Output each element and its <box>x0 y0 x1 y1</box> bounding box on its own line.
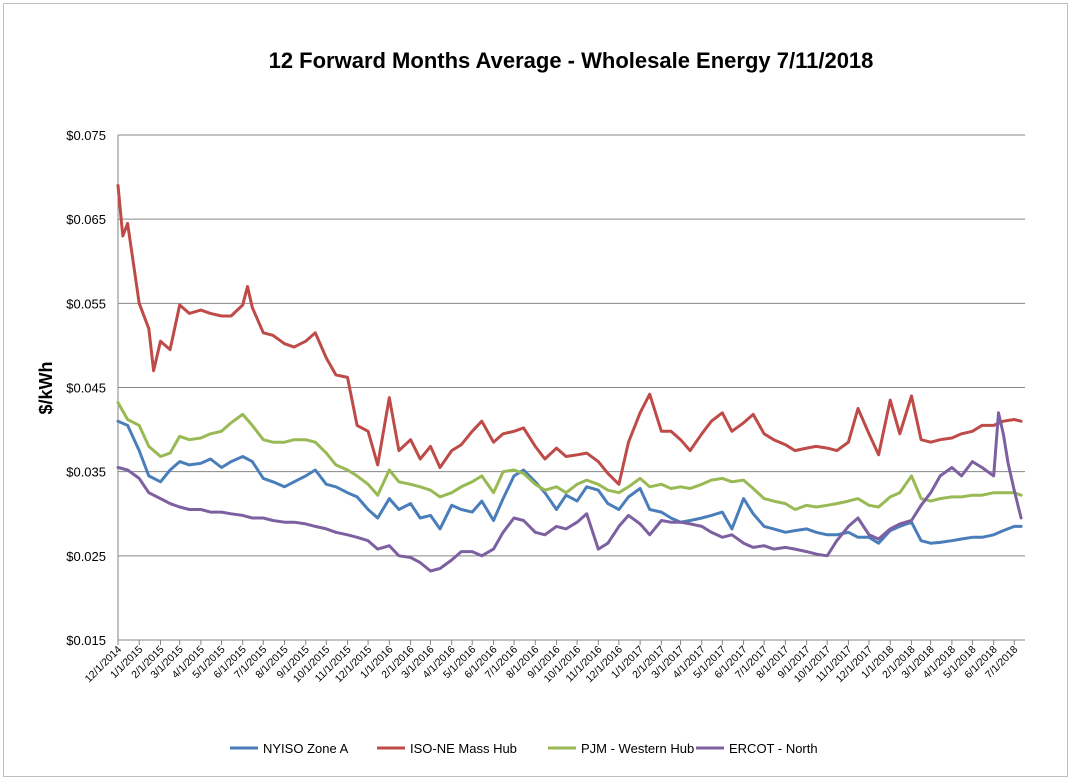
y-axis-ticks: $0.015 $0.025 $0.035 $0.045 $0.055 $0.065 $0.0… <box>66 128 106 648</box>
legend-label: ISO-NE Mass Hub <box>410 741 517 756</box>
y-tick-label: $0.075 <box>66 128 106 143</box>
chart-frame: 12 Forward Months Average - Wholesale En… <box>3 3 1068 777</box>
line-chart: 12 Forward Months Average - Wholesale En… <box>36 48 1025 756</box>
legend: NYISO Zone A ISO-NE Mass Hub PJM - Western… <box>230 741 818 756</box>
y-tick-label: $0.065 <box>66 212 106 227</box>
series-line-iso-ne-mass-hub <box>116 184 1023 486</box>
legend-label: ERCOT - North <box>729 741 818 756</box>
legend-label: NYISO Zone A <box>263 741 349 756</box>
series-line-pjm-western-hub <box>116 401 1023 511</box>
y-tick-label: $0.045 <box>66 381 106 396</box>
y-tick-label: $0.025 <box>66 549 106 564</box>
y-axis-label: $/kWh <box>36 361 56 414</box>
gridlines <box>117 134 1025 641</box>
y-tick-label: $0.015 <box>66 633 106 648</box>
chart-title: 12 Forward Months Average - Wholesale En… <box>269 48 874 73</box>
series-line-ercot-north <box>116 411 1023 573</box>
x-axis-ticks: 12/1/20141/1/20152/1/20153/1/20154/1/201… <box>83 640 1020 685</box>
legend-label: PJM - Western Hub <box>581 741 694 756</box>
series-line-nyiso-zone-a <box>116 419 1023 545</box>
y-tick-label: $0.035 <box>66 465 106 480</box>
series-lines <box>116 184 1023 573</box>
y-tick-label: $0.055 <box>66 296 106 311</box>
